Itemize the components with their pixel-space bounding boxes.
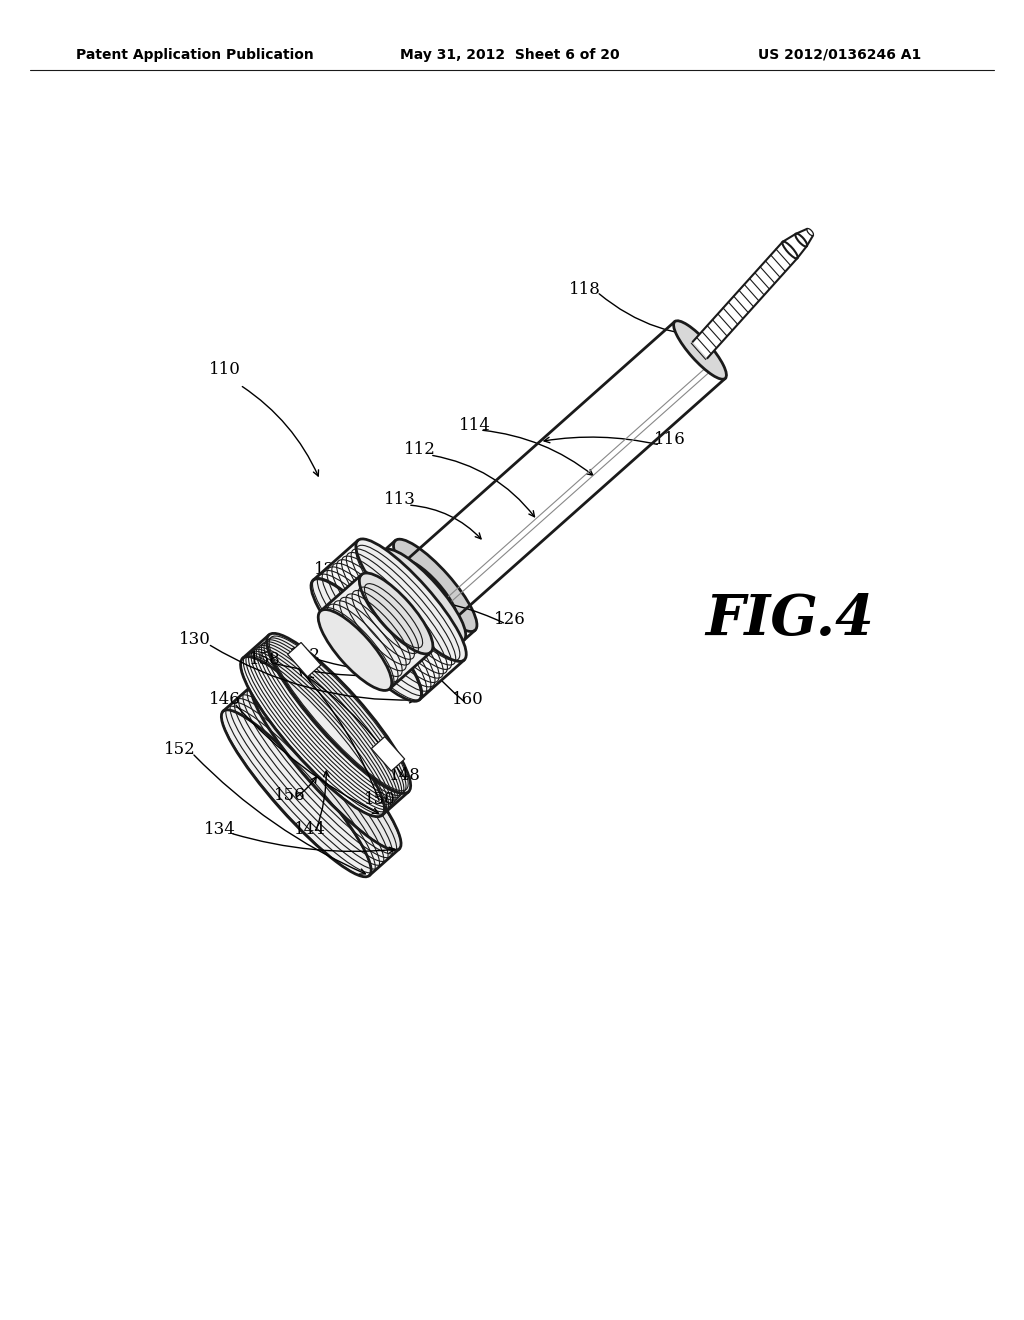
Ellipse shape: [393, 539, 477, 631]
Ellipse shape: [382, 549, 466, 642]
Ellipse shape: [796, 234, 807, 247]
Text: US 2012/0136246 A1: US 2012/0136246 A1: [759, 48, 922, 62]
Text: 160: 160: [453, 692, 484, 709]
Ellipse shape: [807, 228, 813, 235]
Text: 134: 134: [204, 821, 236, 838]
Ellipse shape: [359, 573, 433, 653]
Ellipse shape: [241, 656, 384, 817]
Text: 122: 122: [314, 561, 346, 578]
Text: 150: 150: [365, 792, 396, 808]
Polygon shape: [372, 737, 404, 771]
Polygon shape: [223, 685, 399, 875]
Text: 158: 158: [249, 652, 281, 668]
Text: 152: 152: [164, 742, 196, 759]
Text: FIG.4: FIG.4: [706, 593, 874, 648]
Text: 126: 126: [495, 611, 526, 628]
Text: 146: 146: [209, 692, 241, 709]
Text: 118: 118: [569, 281, 601, 298]
Text: 114: 114: [459, 417, 490, 433]
Text: 144: 144: [294, 821, 326, 838]
Ellipse shape: [311, 578, 422, 701]
Ellipse shape: [251, 684, 401, 850]
Polygon shape: [243, 635, 409, 816]
Text: May 31, 2012  Sheet 6 of 20: May 31, 2012 Sheet 6 of 20: [400, 48, 620, 62]
Ellipse shape: [221, 710, 371, 876]
Text: 148: 148: [389, 767, 421, 784]
Text: 142: 142: [289, 647, 321, 664]
Ellipse shape: [782, 242, 798, 259]
Text: 116: 116: [654, 432, 686, 449]
Ellipse shape: [403, 561, 457, 619]
Text: 130: 130: [179, 631, 211, 648]
Polygon shape: [692, 242, 798, 358]
Text: 113: 113: [384, 491, 416, 508]
Polygon shape: [404, 322, 725, 618]
Text: 112: 112: [404, 441, 436, 458]
Text: 156: 156: [274, 787, 306, 804]
Ellipse shape: [674, 321, 726, 379]
Text: 110: 110: [209, 362, 241, 379]
Ellipse shape: [266, 634, 411, 793]
Polygon shape: [313, 540, 464, 700]
Polygon shape: [321, 574, 431, 689]
Text: Patent Application Publication: Patent Application Publication: [76, 48, 314, 62]
Ellipse shape: [356, 539, 466, 661]
Polygon shape: [288, 643, 321, 677]
Ellipse shape: [318, 610, 392, 690]
